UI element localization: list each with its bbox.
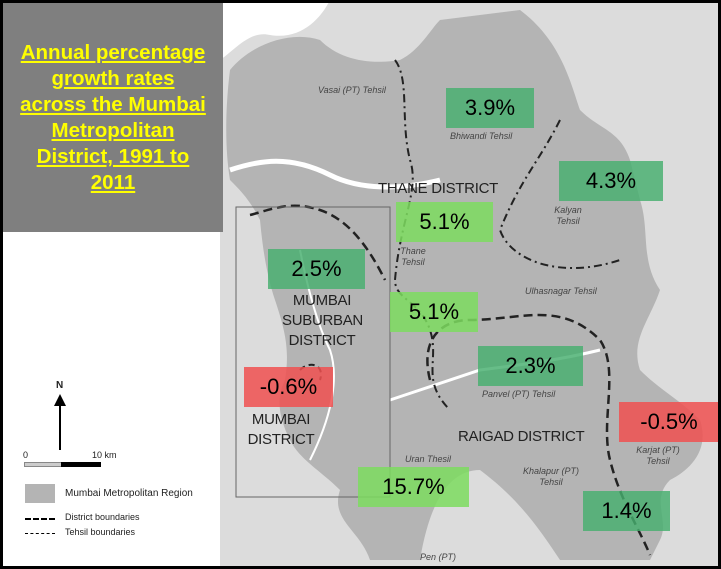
scale-bar-dark (61, 462, 101, 467)
growth-rate-panvel: 2.3% (478, 346, 583, 386)
creek-river (229, 158, 441, 190)
tehsil-label-kalyan: Kalyan Tehsil (554, 205, 582, 226)
sea-north (220, 0, 330, 60)
district-label-raigad: RAIGAD DISTRICT (458, 428, 585, 445)
tehsil-label-ulhasnagar: Ulhasnagar Tehsil (525, 286, 597, 296)
tehsil-boundary (393, 59, 451, 411)
tehsil-label-pen: Pen (PT) (420, 552, 457, 562)
scale-end: 10 km (92, 450, 117, 460)
growth-rate-mumbai: -0.6% (244, 367, 333, 407)
legend: N 0 10 km Mumbai Metropolitan Region Dis… (20, 380, 230, 550)
district-boundary-swatch (25, 518, 55, 520)
growth-rate-uran: 15.7% (358, 467, 469, 507)
growth-rate-kalyan: 4.3% (559, 161, 663, 201)
inset-frame (235, 206, 391, 498)
tehsil-label-khalapur: Khalapur (PT) Tehsil (522, 466, 580, 487)
growth-rate-thane-north: 5.1% (396, 202, 493, 242)
tehsil-label-uran: Uran Thesil (405, 454, 452, 464)
scale-start: 0 (23, 450, 29, 460)
district-label-thane: THANE DISTRICT (378, 180, 498, 197)
scale-bar-light (24, 462, 63, 467)
growth-rate-khalapur: 1.4% (583, 491, 670, 531)
north-arrow-icon (54, 394, 66, 450)
title-box: Annual percentage growth rates across th… (3, 3, 223, 232)
district-label-mumbai: MUMBAI DISTRICT (247, 411, 315, 448)
tehsil-boundary (498, 119, 621, 269)
region-swatch (25, 484, 55, 503)
tehsil-boundary-swatch (25, 533, 55, 534)
growth-rate-bhiwandi: 3.9% (446, 88, 534, 128)
river (299, 249, 335, 461)
tehsil-label-thane: Thane Tehsil (400, 246, 426, 267)
growth-rate-thane: 5.1% (390, 292, 478, 332)
growth-rate-karjat: -0.5% (619, 402, 719, 442)
mmr-region (226, 10, 703, 560)
tehsil-label-vasai: Vasai (PT) Tehsil (318, 85, 386, 95)
legend-region-label: Mumbai Metropolitan Region (65, 488, 193, 499)
district-boundary (249, 204, 387, 281)
map-title: Annual percentage growth rates across th… (20, 40, 206, 194)
north-label: N (56, 380, 64, 391)
tehsil-label-karjat: Karjat (PT) Tehsil (636, 445, 680, 466)
tehsil-label-bhiwandi: Bhiwandi Tehsil (450, 131, 513, 141)
growth-rate-mumbai-suburban: 2.5% (268, 249, 365, 289)
legend-tehsil-label: Tehsil boundaries (65, 527, 136, 537)
tehsil-label-panvel: Panvel (PT) Tehsil (482, 389, 556, 399)
district-label-mumbai-suburban: MUMBAI SUBURBAN DISTRICT (282, 292, 363, 349)
legend-district-label: District boundaries (65, 512, 140, 522)
